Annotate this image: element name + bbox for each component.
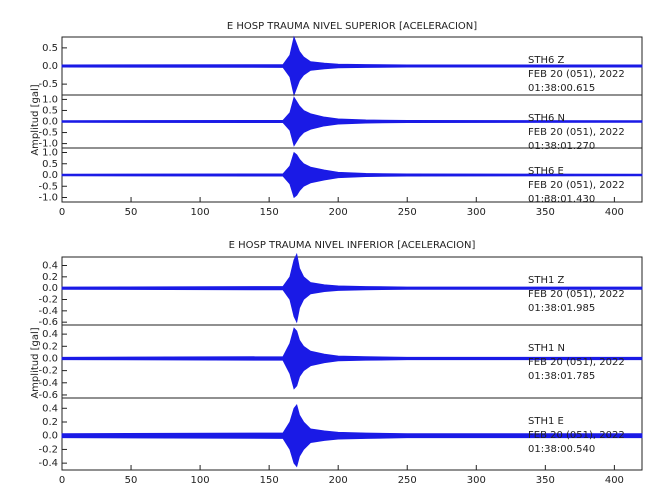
x-tick-label: 400 [605,475,624,486]
x-tick-label: 0 [59,475,65,486]
y-tick-label: -0.2 [38,444,58,455]
y-tick-label: -0.6 [38,390,58,401]
y-tick-label: 0.5 [42,159,58,170]
panel-title: E HOSP TRAUMA NIVEL INFERIOR [ACELERACIO… [229,240,476,251]
y-tick-label: 1.0 [42,148,58,159]
y-tick-label: -0.5 [38,79,58,90]
x-tick-label: 300 [467,475,486,486]
trace-label: STH1 Z [528,275,565,286]
trace-label: 01:38:01.785 [528,371,595,382]
trace-label: STH6 E [528,166,564,177]
x-tick-label: 350 [536,475,555,486]
panel-title: E HOSP TRAUMA NIVEL SUPERIOR [ACELERACIO… [227,21,477,32]
x-tick-label: 150 [260,475,279,486]
x-tick-label: 300 [467,207,486,218]
trace-envelope [61,327,643,390]
trace-label: 01:38:00.540 [528,444,595,455]
y-tick-label: -1.0 [38,193,58,204]
x-tick-label: 200 [329,475,348,486]
trace-label: FEB 20 (051), 2022 [528,289,625,300]
trace-label: FEB 20 (051), 2022 [528,69,625,80]
trace-envelope [61,403,643,468]
y-tick-label: 0.5 [42,43,58,54]
x-tick-label: 350 [536,207,555,218]
trace-label: 01:38:01.270 [528,141,595,152]
trace-label: FEB 20 (051), 2022 [528,127,625,138]
y-tick-label: -0.5 [38,128,58,139]
trace-envelope [61,35,643,97]
y-axis-label: Amplitud [gal] [30,84,41,155]
y-tick-label: 0.0 [42,117,58,128]
trace-label: FEB 20 (051), 2022 [528,357,625,368]
trace-label: 01:38:00.615 [528,83,595,94]
y-tick-label: -0.4 [38,306,58,317]
y-tick-label: 1.0 [42,94,58,105]
y-tick-label: -0.6 [38,317,58,328]
x-tick-label: 150 [260,207,279,218]
x-tick-label: 100 [191,475,210,486]
x-tick-label: 50 [125,475,138,486]
y-tick-label: 0.0 [42,431,58,442]
y-tick-label: -0.4 [38,458,58,469]
trace-envelope [61,252,643,324]
trace-label: 01:38:01.430 [528,194,595,205]
trace-label: FEB 20 (051), 2022 [528,180,625,191]
x-tick-label: 100 [191,207,210,218]
trace-label: STH6 Z [528,55,565,66]
x-tick-label: 250 [398,207,417,218]
trace-label: STH1 N [528,343,565,354]
y-tick-label: 0.4 [42,403,58,414]
trace-envelope [61,151,643,199]
y-tick-label: 0.4 [42,261,58,272]
y-tick-label: 0.0 [42,353,58,364]
y-tick-label: 0.2 [42,417,58,428]
y-axis-label: Amplitud [gal] [30,327,41,398]
y-tick-label: 0.0 [42,61,58,72]
trace-envelope [61,96,643,147]
y-tick-label: -0.5 [38,181,58,192]
trace-label: 01:38:01.985 [528,303,595,314]
x-tick-label: 400 [605,207,624,218]
trace-label: FEB 20 (051), 2022 [528,430,625,441]
x-tick-label: 50 [125,207,138,218]
trace-label: STH6 N [528,113,565,124]
y-tick-label: 0.4 [42,329,58,340]
trace-label: STH1 E [528,416,564,427]
y-tick-label: 0.2 [42,272,58,283]
y-tick-label: -0.2 [38,366,58,377]
y-tick-label: 0.0 [42,170,58,181]
y-tick-label: 0.5 [42,105,58,116]
y-tick-label: -0.2 [38,295,58,306]
y-tick-label: 0.0 [42,283,58,294]
y-tick-label: -0.4 [38,378,58,389]
x-tick-label: 250 [398,475,417,486]
y-tick-label: -1.0 [38,139,58,150]
x-tick-label: 0 [59,207,65,218]
y-tick-label: 0.2 [42,341,58,352]
x-tick-label: 200 [329,207,348,218]
